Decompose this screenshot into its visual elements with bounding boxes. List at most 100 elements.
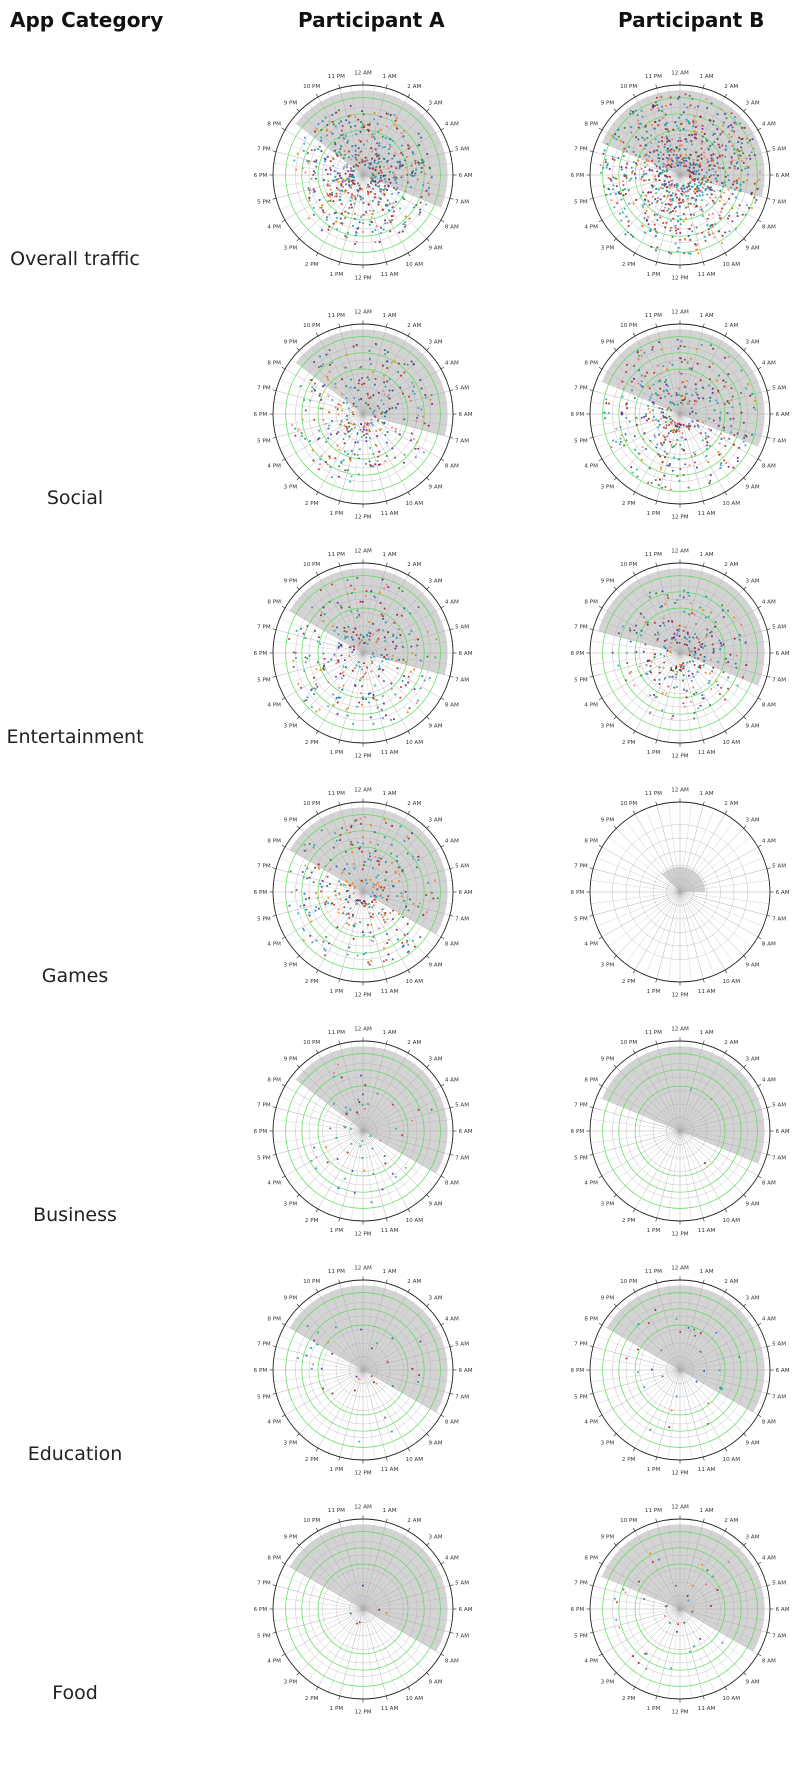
hour-label: 8 PM	[267, 122, 281, 128]
data-point	[321, 209, 325, 212]
data-point	[749, 394, 752, 397]
hour-label: 5 AM	[772, 1580, 786, 1586]
radial-spoke	[339, 1130, 364, 1218]
data-point	[667, 202, 670, 206]
data-point	[625, 370, 628, 373]
data-point	[386, 430, 389, 434]
data-point	[392, 718, 396, 721]
data-point	[398, 165, 402, 168]
hour-tick	[315, 1049, 319, 1054]
data-point	[412, 902, 415, 905]
data-point	[344, 189, 347, 192]
radial-spoke	[328, 569, 364, 654]
data-point	[346, 863, 349, 866]
data-point	[649, 711, 652, 714]
data-point	[321, 120, 324, 123]
data-point	[605, 166, 608, 169]
data-point	[649, 1428, 652, 1431]
data-point	[670, 163, 673, 166]
data-point	[655, 96, 658, 99]
data-point	[637, 159, 640, 162]
hour-tick	[296, 108, 300, 112]
radial-spoke	[362, 1608, 447, 1644]
data-point	[604, 158, 607, 161]
hour-label: 3 PM	[601, 724, 615, 730]
radial-spoke	[679, 413, 752, 469]
data-point	[650, 481, 653, 485]
data-point	[411, 855, 414, 858]
data-point	[332, 704, 335, 707]
hour-label: 9 AM	[746, 963, 760, 969]
data-point	[724, 148, 727, 151]
data-point	[665, 383, 668, 386]
data-point	[651, 186, 654, 189]
hour-tick	[655, 1518, 657, 1523]
data-point	[411, 381, 414, 384]
data-point	[324, 865, 327, 868]
data-point	[347, 706, 350, 710]
data-point	[431, 402, 434, 405]
data-point	[625, 174, 628, 178]
data-point	[313, 389, 317, 392]
data-point	[683, 103, 686, 106]
hour-label: 6 PM	[254, 1607, 268, 1613]
data-point	[332, 179, 336, 182]
data-point	[675, 394, 678, 397]
data-point	[419, 687, 422, 690]
data-point	[365, 212, 368, 215]
hour-tick	[632, 810, 636, 815]
data-point	[393, 154, 396, 157]
data-point	[354, 149, 357, 152]
data-point	[353, 202, 356, 205]
data-point	[660, 110, 664, 113]
data-point	[701, 439, 704, 442]
data-point	[681, 432, 684, 435]
data-point	[406, 711, 409, 714]
hour-tick	[440, 1083, 445, 1087]
data-point	[674, 1584, 678, 1587]
hour-tick	[743, 716, 747, 720]
data-point	[661, 407, 664, 411]
data-point	[669, 488, 672, 491]
data-point	[654, 198, 657, 201]
data-point	[681, 679, 685, 682]
radial-spoke	[362, 379, 447, 415]
data-point	[348, 435, 351, 438]
data-point	[373, 137, 377, 141]
data-point	[373, 161, 376, 164]
data-point	[399, 686, 403, 689]
data-point	[430, 891, 433, 894]
data-point	[342, 674, 345, 677]
hour-label: 7 AM	[772, 439, 786, 445]
data-point	[730, 431, 733, 434]
data-point	[374, 184, 377, 187]
data-point	[337, 403, 340, 406]
data-point	[719, 133, 722, 136]
data-point	[326, 378, 329, 381]
data-point	[367, 192, 370, 195]
data-point	[366, 139, 369, 142]
data-point	[406, 363, 409, 366]
data-point	[724, 155, 727, 158]
hour-tick	[426, 1433, 430, 1437]
data-point	[353, 683, 357, 687]
hour-tick	[440, 1653, 445, 1657]
data-point	[653, 223, 656, 226]
data-point	[721, 144, 724, 147]
data-point	[342, 1125, 345, 1128]
radial-spoke	[362, 413, 453, 426]
data-point	[306, 696, 309, 699]
radial-spoke	[590, 413, 681, 426]
data-point	[421, 158, 424, 161]
data-point	[334, 386, 337, 389]
radial-spoke	[284, 607, 364, 654]
data-point	[701, 643, 704, 646]
hour-tick	[655, 323, 657, 328]
hour-label: 7 AM	[455, 200, 469, 206]
hour-label: 11 AM	[381, 1467, 399, 1473]
data-point	[634, 448, 637, 452]
data-point	[674, 193, 678, 196]
radial-spoke	[679, 402, 770, 415]
data-point	[671, 446, 674, 449]
data-point	[329, 858, 332, 861]
